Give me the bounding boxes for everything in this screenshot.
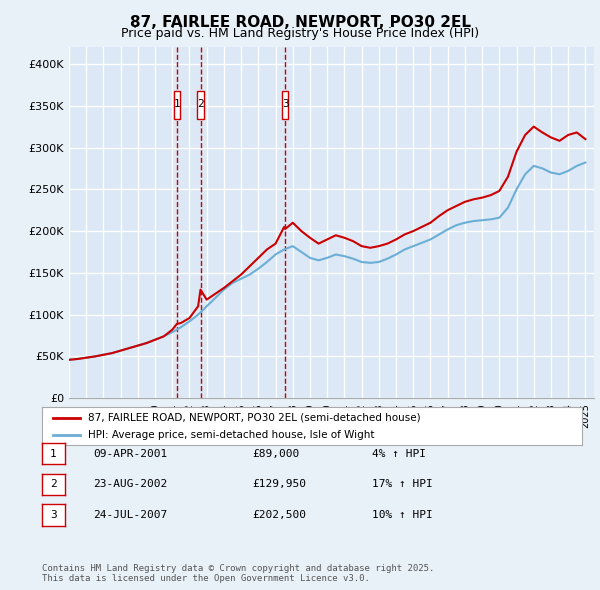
Text: HPI: Average price, semi-detached house, Isle of Wight: HPI: Average price, semi-detached house,… xyxy=(88,430,374,440)
Text: 23-AUG-2002: 23-AUG-2002 xyxy=(93,480,167,489)
Text: £89,000: £89,000 xyxy=(252,449,299,458)
Text: £129,950: £129,950 xyxy=(252,480,306,489)
Text: 17% ↑ HPI: 17% ↑ HPI xyxy=(372,480,433,489)
FancyBboxPatch shape xyxy=(282,91,288,119)
Text: 2: 2 xyxy=(50,480,57,489)
FancyBboxPatch shape xyxy=(174,91,180,119)
Text: 87, FAIRLEE ROAD, NEWPORT, PO30 2EL: 87, FAIRLEE ROAD, NEWPORT, PO30 2EL xyxy=(130,15,470,30)
Text: 24-JUL-2007: 24-JUL-2007 xyxy=(93,510,167,520)
Text: £202,500: £202,500 xyxy=(252,510,306,520)
Text: 3: 3 xyxy=(282,99,289,109)
Text: 4% ↑ HPI: 4% ↑ HPI xyxy=(372,449,426,458)
Text: 2: 2 xyxy=(197,99,204,109)
Text: 87, FAIRLEE ROAD, NEWPORT, PO30 2EL (semi-detached house): 87, FAIRLEE ROAD, NEWPORT, PO30 2EL (sem… xyxy=(88,413,421,423)
Text: 09-APR-2001: 09-APR-2001 xyxy=(93,449,167,458)
Text: Contains HM Land Registry data © Crown copyright and database right 2025.
This d: Contains HM Land Registry data © Crown c… xyxy=(42,563,434,583)
Text: 10% ↑ HPI: 10% ↑ HPI xyxy=(372,510,433,520)
Text: 1: 1 xyxy=(173,99,181,109)
Text: 1: 1 xyxy=(50,449,57,458)
FancyBboxPatch shape xyxy=(197,91,203,119)
Text: Price paid vs. HM Land Registry's House Price Index (HPI): Price paid vs. HM Land Registry's House … xyxy=(121,27,479,40)
Text: 3: 3 xyxy=(50,510,57,520)
